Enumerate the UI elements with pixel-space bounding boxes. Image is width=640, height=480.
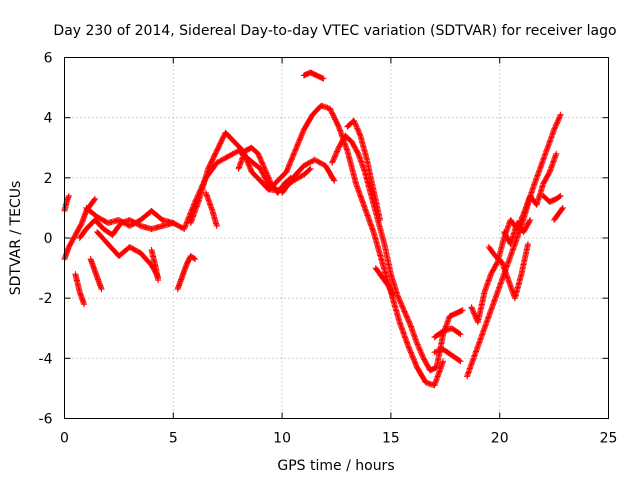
x-tick-label-3: 15 (382, 431, 400, 447)
series-satellite-track-13 (300, 69, 327, 82)
series-marks-3 (87, 256, 105, 293)
series-satellite-track-9 (174, 253, 199, 293)
x-axis-title: GPS time / hours (277, 458, 394, 474)
series-satellite-track-21 (468, 150, 560, 326)
series-marks-19 (464, 111, 564, 380)
data-marks (61, 69, 566, 389)
y-axis-title: SDTVAR / TECUs (8, 181, 24, 296)
series-satellite-track-6 (83, 204, 177, 229)
series-marks-15 (344, 117, 383, 223)
series-marks-2 (72, 271, 88, 308)
series-marks-17 (431, 325, 464, 341)
series-marks-11 (235, 144, 294, 196)
series-marks-21 (485, 241, 531, 302)
y-tick-label-2: -2 (39, 291, 53, 307)
series-satellite-track-16 (344, 117, 383, 223)
series-marks-5 (83, 204, 177, 229)
series-satellite-track-14 (279, 156, 338, 196)
series-marks-12 (300, 69, 327, 82)
series-satellite-track-3 (72, 271, 88, 308)
series-marks-6 (94, 229, 162, 281)
series-marks-18 (431, 346, 464, 365)
series-marks-23 (540, 192, 564, 205)
x-tick-label-0: 0 (60, 431, 69, 447)
series-satellite-track-18 (431, 325, 464, 341)
x-tick-label-2: 10 (273, 431, 291, 447)
series-marks-16 (372, 265, 397, 299)
series-satellite-track-12 (235, 144, 294, 196)
series-satellite-track-22 (485, 241, 531, 302)
axes-layer: 0 5 10 15 20 25 -6 -4 -2 0 2 4 6 (39, 51, 618, 447)
series-marks-10 (202, 189, 220, 229)
series-marks-20 (468, 150, 560, 326)
series-satellite-track-23 (501, 217, 534, 247)
x-tick-label-5: 25 (600, 431, 618, 447)
series-satellite-track-4 (87, 256, 105, 293)
series-satellite-track-20 (464, 111, 564, 380)
series-satellite-track-10 (187, 102, 447, 389)
series-satellite-track-11 (202, 189, 220, 229)
series-marks-1 (61, 192, 72, 214)
series-satellite-track-25 (551, 204, 566, 223)
y-tick-label-6: 6 (44, 51, 53, 67)
chart-title: Day 230 of 2014, Sidereal Day-to-day VTE… (53, 23, 616, 39)
x-tick-label-4: 20 (491, 431, 509, 447)
y-tick-label-3: 0 (44, 231, 53, 247)
series-satellite-track-8 (148, 247, 162, 284)
series-marks-24 (551, 204, 566, 223)
grid-layer (64, 57, 609, 419)
series-marks-9 (187, 102, 447, 389)
series-marks-22 (501, 217, 534, 247)
x-tick-label-1: 5 (169, 431, 178, 447)
series-satellite-track-17 (372, 265, 397, 299)
y-tick-label-0: -6 (39, 412, 53, 428)
series-satellite-track-19 (431, 346, 464, 365)
series-satellite-track-7 (94, 229, 162, 281)
y-tick-label-5: 4 (44, 111, 53, 127)
series-marks-13 (279, 156, 338, 196)
series-marks-7 (148, 247, 162, 284)
y-tick-label-4: 2 (44, 171, 53, 187)
series-marks-8 (174, 253, 199, 293)
series-satellite-track-24 (540, 192, 564, 205)
series-satellite-track-2 (61, 192, 72, 214)
y-tick-label-1: -4 (39, 351, 53, 367)
